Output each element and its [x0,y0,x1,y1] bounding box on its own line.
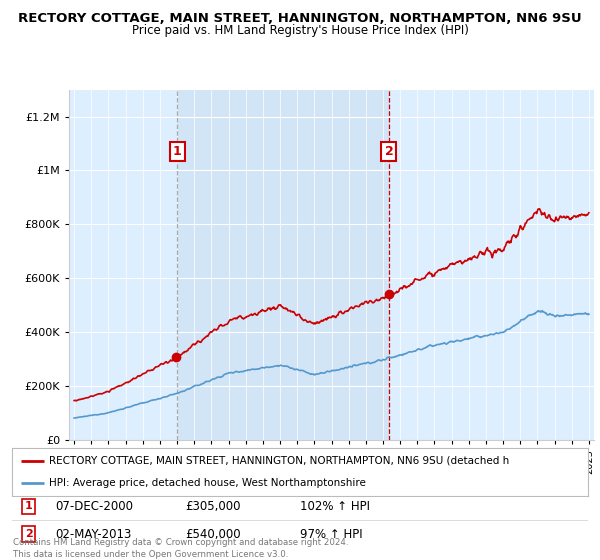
Text: 07-DEC-2000: 07-DEC-2000 [55,500,133,513]
Text: 1: 1 [173,145,181,158]
Text: 02-MAY-2013: 02-MAY-2013 [55,528,131,541]
Text: RECTORY COTTAGE, MAIN STREET, HANNINGTON, NORTHAMPTON, NN6 9SU (detached h: RECTORY COTTAGE, MAIN STREET, HANNINGTON… [49,456,509,466]
Text: Price paid vs. HM Land Registry's House Price Index (HPI): Price paid vs. HM Land Registry's House … [131,24,469,36]
Text: £540,000: £540,000 [185,528,241,541]
Bar [177,90,389,440]
Text: 97% ↑ HPI: 97% ↑ HPI [300,528,362,541]
Text: Contains HM Land Registry data © Crown copyright and database right 2024.
This d: Contains HM Land Registry data © Crown c… [13,538,349,559]
Text: RECTORY COTTAGE, MAIN STREET, HANNINGTON, NORTHAMPTON, NN6 9SU: RECTORY COTTAGE, MAIN STREET, HANNINGTON… [18,12,582,25]
Text: 1: 1 [25,501,32,511]
Text: HPI: Average price, detached house, West Northamptonshire: HPI: Average price, detached house, West… [49,478,367,488]
Text: £305,000: £305,000 [185,500,240,513]
Text: 2: 2 [25,529,32,539]
Text: 2: 2 [385,145,394,158]
Text: 102% ↑ HPI: 102% ↑ HPI [300,500,370,513]
